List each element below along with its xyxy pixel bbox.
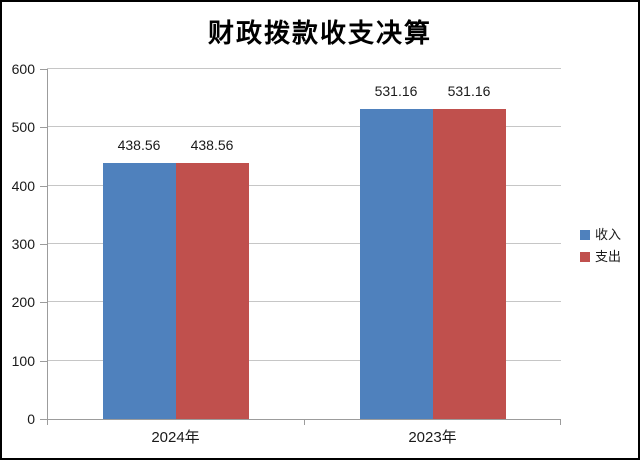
x-axis-tick-1 bbox=[560, 419, 561, 425]
x-axis-label-2024年: 2024年 bbox=[151, 429, 200, 446]
plot-area: 438.56 438.56 531.16 531.16 bbox=[47, 68, 561, 425]
gridline-200 bbox=[47, 301, 561, 303]
y-tick-mark-300 bbox=[40, 244, 47, 245]
y-tick-mark-400 bbox=[40, 185, 47, 187]
y-tick-label-400: 400 bbox=[11, 177, 35, 194]
chart-title: 财政拨款收支决算 bbox=[207, 18, 432, 48]
y-tick-label-100: 100 bbox=[11, 352, 35, 369]
x-axis-label-2023年: 2023年 bbox=[408, 429, 457, 446]
y-tick-label-500: 500 bbox=[11, 119, 35, 136]
gridline-500 bbox=[47, 126, 561, 128]
bar-收入-2023年 bbox=[359, 109, 433, 419]
legend-label: 收入 bbox=[595, 227, 622, 242]
legend-item-支出: 支出 bbox=[580, 250, 621, 263]
y-tick-mark-200 bbox=[40, 302, 47, 304]
x-axis-tick-0 bbox=[304, 419, 305, 425]
bar-支出-2024年 bbox=[175, 163, 249, 419]
bar-value-label-支出-2023年: 531.16 bbox=[447, 83, 491, 100]
gridline-400 bbox=[47, 184, 561, 186]
y-tick-label-200: 200 bbox=[11, 294, 35, 311]
legend-item-收入: 收入 bbox=[580, 228, 621, 241]
y-tick-label-300: 300 bbox=[11, 236, 35, 252]
bar-value-label-收入-2024年: 438.56 bbox=[117, 137, 161, 154]
y-tick-label-0: 0 bbox=[27, 411, 35, 427]
y-tick-mark-100 bbox=[40, 360, 47, 362]
gridline-300 bbox=[47, 243, 561, 244]
legend-swatch-icon bbox=[580, 229, 590, 240]
y-tick-label-600: 600 bbox=[11, 61, 35, 77]
y-tick-mark-500 bbox=[40, 127, 47, 129]
y-axis-line bbox=[47, 69, 48, 425]
legend: 收入 支出 bbox=[580, 228, 621, 263]
y-tick-mark-0 bbox=[40, 419, 47, 420]
bar-支出-2023年 bbox=[432, 109, 506, 419]
legend-swatch-icon bbox=[580, 251, 590, 262]
legend-label: 支出 bbox=[595, 249, 622, 264]
bar-value-label-收入-2023年: 531.16 bbox=[374, 83, 418, 100]
gridline-600 bbox=[47, 68, 561, 69]
gridline-100 bbox=[47, 359, 561, 361]
bar-收入-2024年 bbox=[102, 163, 176, 419]
bar-value-label-支出-2024年: 438.56 bbox=[190, 137, 234, 154]
y-tick-mark-600 bbox=[40, 69, 47, 70]
